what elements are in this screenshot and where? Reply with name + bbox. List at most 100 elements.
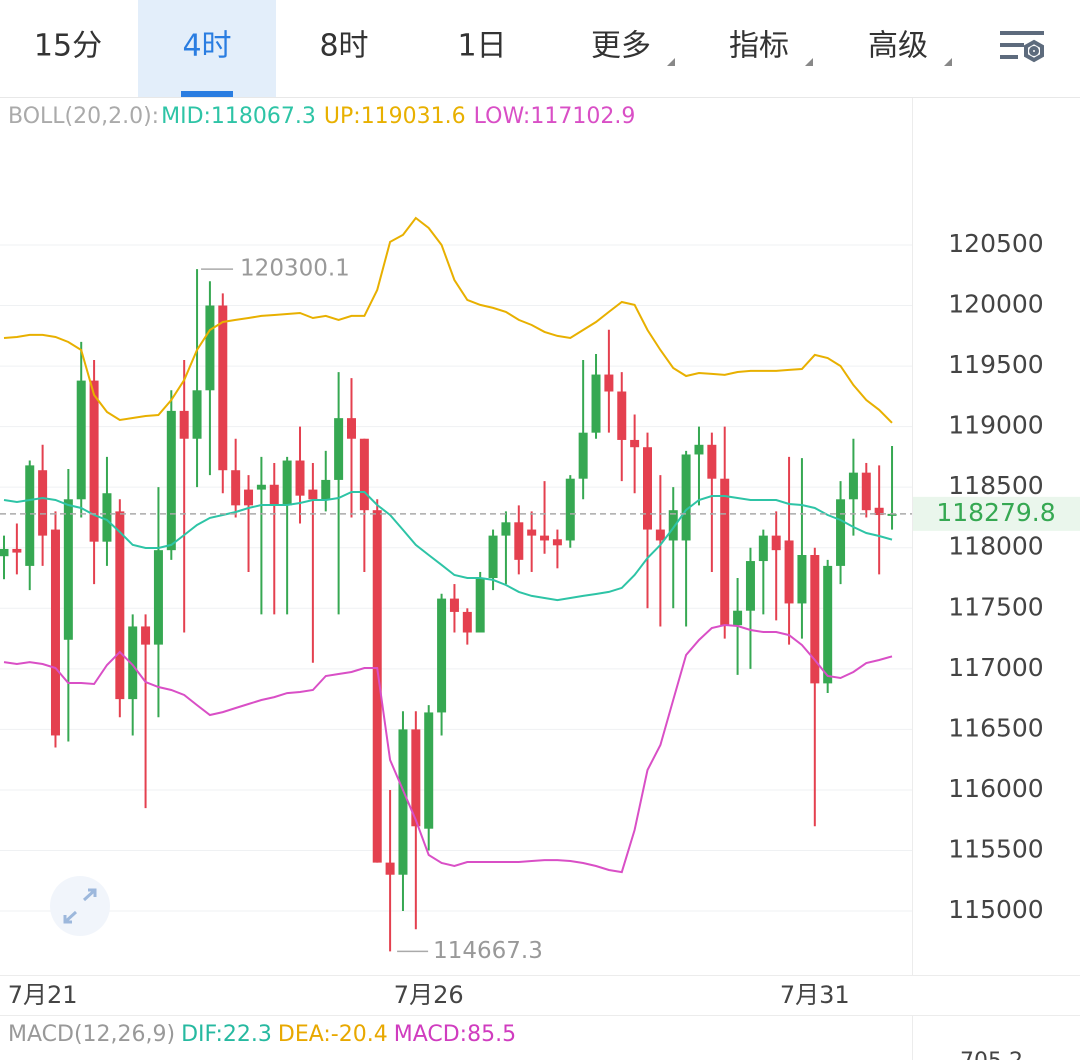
y-tick-label: 120000 [948,290,1043,319]
candle-body [12,548,22,553]
candle-body [282,460,292,506]
candle-body [771,535,781,551]
expand-button[interactable] [50,876,110,936]
candle-body [514,522,524,560]
candle-body [887,513,897,516]
legend-value: 118067.3 [211,104,316,129]
candle-body [488,535,498,579]
candle-body [205,305,215,391]
indicator-legend: BOLL(20,2.0):MID:118067.3 UP:119031.6 LOW:… [8,104,635,129]
tab[interactable]: 8时 [319,29,368,64]
candle-body [836,499,846,566]
tab-label: 4时 [182,29,231,64]
macd-item: DEA:-20.4 [278,1022,388,1047]
candle-body [668,510,678,541]
dropdown-caret [944,58,952,66]
candle-body [681,454,691,541]
candle-body [449,598,459,612]
candle-body [295,460,305,496]
band-line [3,623,893,874]
tab[interactable]: 4时 [138,0,276,97]
plot: 120300.1 114667.3 118279.8 [0,216,1080,964]
tab-active-bg [138,0,276,97]
candle-body [462,611,472,633]
candle-body [166,410,176,551]
y-tick-label: 116000 [948,774,1043,803]
last-price-bg [913,496,1080,531]
y-tick-label: 119000 [948,411,1043,440]
candle-body [141,626,151,645]
macd-item: MACD:85.5 [394,1022,516,1047]
candle-body [475,578,485,633]
tab[interactable]: 高级 [868,29,952,67]
y-tick-label: 117000 [948,653,1043,682]
macd-item: DIF:22.3 [181,1022,272,1047]
tab[interactable]: 1日 [457,29,506,64]
candle-body [848,472,858,500]
candle-body [321,479,331,500]
y-tick-label: 115000 [948,895,1043,924]
tab-label: 更多 [591,29,651,64]
tab[interactable]: 指标 [729,29,813,67]
tab-label: 15分 [34,29,102,64]
y-tick-label: 118000 [948,532,1043,561]
macd-legend: MACD(12,26,9) DIF:22.3 DEA:-20.4 MACD:85.5 [8,1022,516,1047]
candle-body [372,510,382,863]
indicator-name: BOLL(20,2.0): [8,104,159,129]
y-tick-label: 116500 [948,713,1043,742]
candle-body [76,380,86,500]
band-line [3,216,893,424]
candle-body [50,529,60,736]
candle-body [102,493,112,542]
legend-key: UP: [324,104,361,129]
grid: 115000 115500 116000 116500 117000 117500 1180… [0,229,1044,1009]
tab[interactable]: 更多 [591,29,675,67]
candle-body [153,550,163,645]
low-label: 114667.3 [433,938,543,964]
candle-body [0,548,9,557]
candle-body [540,535,550,541]
candle-body [218,305,228,471]
settings-icon[interactable] [1000,31,1044,63]
candle-body [630,439,640,448]
dropdown-caret [667,58,675,66]
candle-body [655,529,665,541]
candle-body [179,410,189,439]
candle-body [617,391,627,440]
candle-body [733,610,743,626]
y-tick-label: 115500 [948,835,1043,864]
legend-key: MID: [161,104,211,129]
candle-body [385,862,395,875]
tab-label: 8时 [319,29,368,64]
candle-body [231,470,241,506]
candle-body [115,511,125,700]
candle-body [89,380,99,542]
candle-body [308,489,318,500]
tab-label: 高级 [868,29,928,64]
candle-body [874,507,884,516]
tab[interactable]: 15分 [34,29,102,64]
candle-body [591,374,601,433]
candle-body [424,712,434,829]
y-tick-label: 117500 [948,592,1043,621]
macd-item: MACD(12,26,9) [8,1022,175,1047]
candle-body [643,447,652,530]
tab-underline [181,91,233,97]
y-tick-label: 120500 [948,229,1043,258]
macd-axis-label: 705.2 [960,1049,1023,1060]
expand-bg [50,876,110,936]
x-tick-label: 7月21 [8,981,78,1009]
candle-body [359,438,369,511]
candle-body [578,432,588,479]
band-line [3,491,893,602]
candle-body [128,626,138,700]
candle-body [784,540,794,604]
candle-body [244,489,254,506]
candle-body [192,390,202,439]
candle-body [694,444,704,455]
candle-body [411,729,421,827]
candle-body [398,729,408,875]
